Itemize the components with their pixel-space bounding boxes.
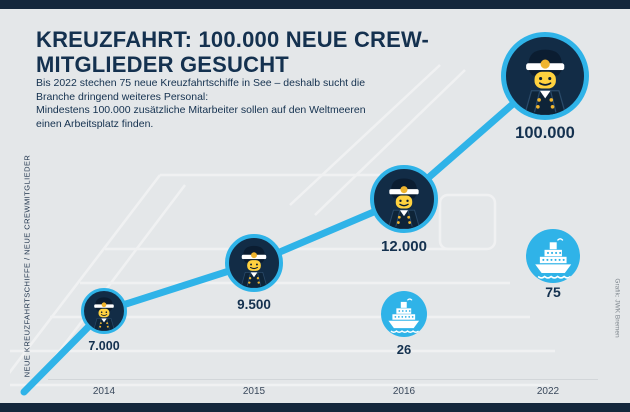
intro-paragraph-1: Bis 2022 stechen 75 neue Kreuzfahrtschif… [36,77,366,103]
x-tick-2015: 2015 [242,386,266,397]
ship-value-2016: 26 [396,342,412,357]
ship-value-2022: 75 [545,284,561,300]
crew-point-2016 [370,165,438,233]
crew-value-2015: 9.500 [237,297,271,312]
captain-icon [387,178,421,229]
x-tick-2014: 2014 [92,386,116,397]
captain-icon [93,297,115,331]
cruise-ship-icon [535,237,571,279]
y-axis-label: NEUE KREUZFAHRTSCHIFFE / NEUE CREWMITGLI… [22,154,32,378]
ship-point-2022 [526,229,580,283]
top-bar [0,0,630,9]
ship-point-2016 [381,291,427,337]
intro-text: Bis 2022 stechen 75 neue Kreuzfahrtschif… [36,77,386,132]
x-axis-line [48,379,598,380]
crew-value-2022: 100.000 [515,124,575,142]
crew-point-2015 [225,234,283,292]
x-tick-2022: 2022 [536,386,560,397]
captain-icon [240,245,268,288]
captain-icon [523,49,567,115]
crew-point-2014 [81,288,127,334]
page-title: KREUZFAHRT: 100.000 NEUE CREW-MITGLIEDER… [36,26,430,78]
crew-value-2014: 7.000 [88,339,120,353]
bottom-bar [0,403,630,412]
crew-point-2022 [501,32,589,120]
intro-paragraph-2: Mindestens 100.000 zusätzliche Mitarbeit… [36,104,366,130]
cruise-ship-icon [388,298,420,334]
credit-text: Grafik: JWK Bremen [613,278,621,338]
crew-value-2016: 12.000 [381,238,427,255]
x-tick-2016: 2016 [392,386,416,397]
